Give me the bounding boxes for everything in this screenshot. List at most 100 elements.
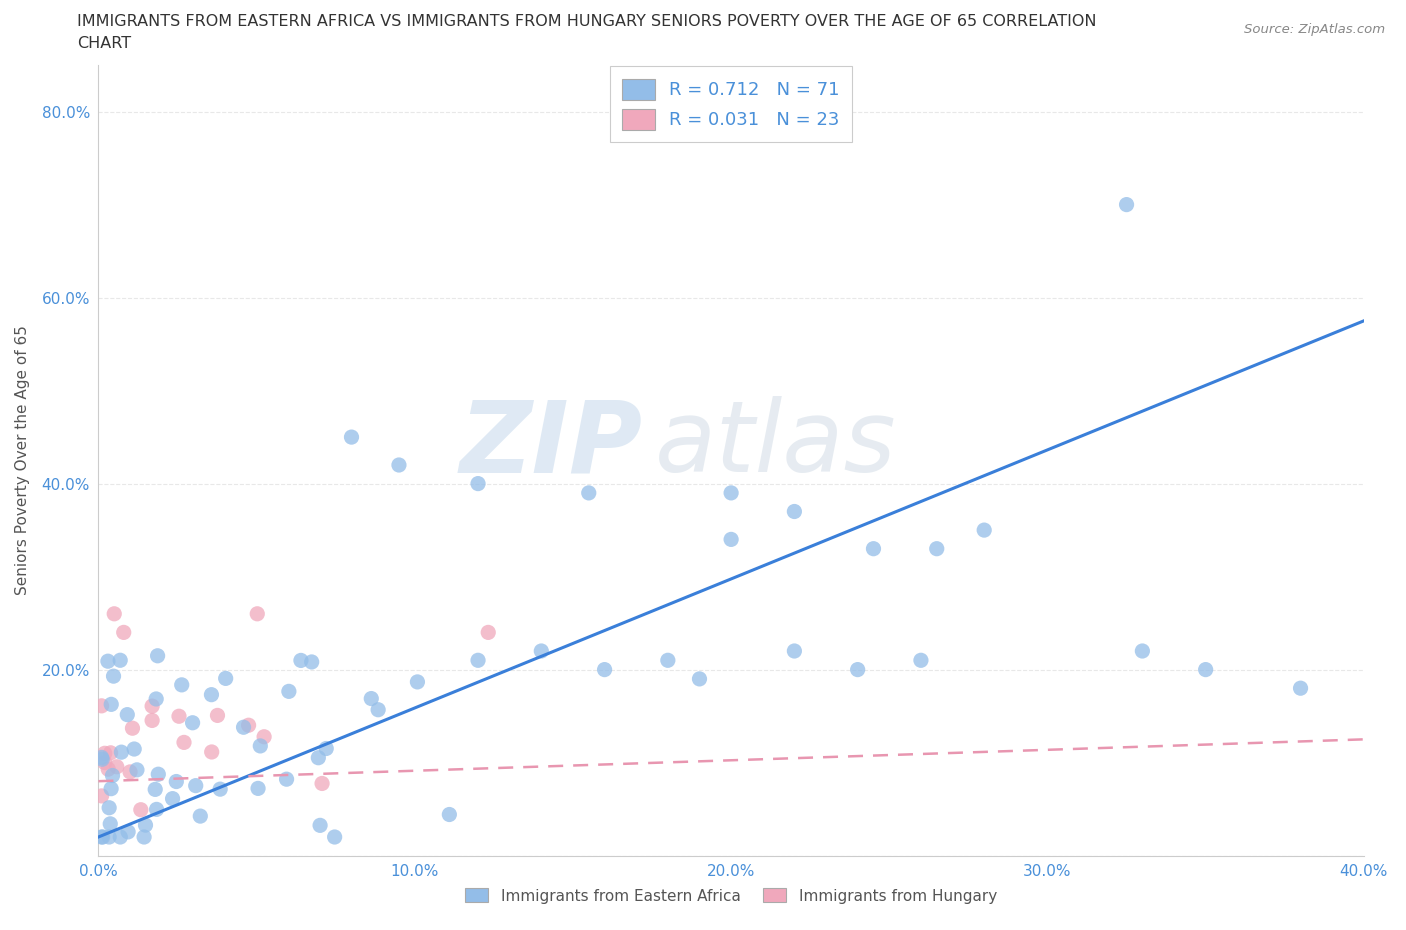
Point — [323, 830, 346, 844]
Point — [307, 751, 329, 765]
Point — [467, 653, 489, 668]
Point — [439, 807, 461, 822]
Point — [973, 523, 995, 538]
Point — [90, 750, 112, 764]
Point — [98, 801, 121, 816]
Point — [90, 830, 112, 844]
Point — [315, 741, 337, 756]
Point — [125, 763, 148, 777]
Point — [91, 830, 114, 844]
Point — [103, 669, 125, 684]
Point — [98, 830, 121, 844]
Text: IMMIGRANTS FROM EASTERN AFRICA VS IMMIGRANTS FROM HUNGARY SENIORS POVERTY OVER T: IMMIGRANTS FROM EASTERN AFRICA VS IMMIGR… — [77, 14, 1097, 29]
Point — [301, 655, 323, 670]
Point — [132, 830, 155, 844]
Point — [108, 653, 131, 668]
Point — [247, 781, 270, 796]
Point — [103, 606, 125, 621]
Point — [184, 778, 207, 793]
Point — [406, 674, 429, 689]
Point — [91, 751, 114, 766]
Point — [593, 662, 616, 677]
Point — [688, 671, 710, 686]
Y-axis label: Seniors Poverty Over the Age of 65: Seniors Poverty Over the Age of 65 — [15, 326, 31, 595]
Text: atlas: atlas — [655, 396, 897, 493]
Point — [167, 709, 190, 724]
Point — [101, 768, 124, 783]
Point — [276, 772, 298, 787]
Point — [98, 817, 121, 831]
Point — [93, 746, 117, 761]
Point — [862, 541, 884, 556]
Point — [1194, 662, 1216, 677]
Point — [97, 762, 120, 777]
Point — [238, 718, 260, 733]
Point — [200, 687, 222, 702]
Point — [121, 721, 143, 736]
Point — [105, 759, 128, 774]
Point — [253, 729, 276, 744]
Point — [143, 782, 166, 797]
Point — [146, 648, 169, 663]
Point — [201, 745, 224, 760]
Point — [148, 767, 170, 782]
Text: CHART: CHART — [77, 36, 131, 51]
Point — [100, 745, 122, 760]
Point — [467, 476, 489, 491]
Point — [100, 697, 122, 711]
Point — [141, 713, 163, 728]
Point — [110, 745, 132, 760]
Point — [207, 708, 229, 723]
Point — [657, 653, 679, 668]
Point — [340, 430, 363, 445]
Text: ZIP: ZIP — [460, 396, 643, 493]
Point — [910, 653, 932, 668]
Legend: Immigrants from Eastern Africa, Immigrants from Hungary: Immigrants from Eastern Africa, Immigran… — [458, 881, 1004, 911]
Point — [93, 755, 117, 770]
Text: Source: ZipAtlas.com: Source: ZipAtlas.com — [1244, 23, 1385, 36]
Point — [90, 698, 112, 713]
Point — [110, 830, 132, 844]
Point — [122, 741, 145, 756]
Point — [277, 684, 299, 698]
Point — [117, 707, 139, 722]
Point — [1130, 644, 1153, 658]
Point — [145, 692, 167, 707]
Point — [112, 625, 135, 640]
Point — [90, 789, 112, 804]
Point — [783, 644, 806, 658]
Point — [129, 803, 152, 817]
Point — [249, 738, 271, 753]
Point — [97, 654, 120, 669]
Point — [367, 702, 389, 717]
Point — [925, 541, 948, 556]
Point — [290, 653, 312, 668]
Point — [181, 715, 204, 730]
Point — [100, 781, 122, 796]
Point — [1289, 681, 1312, 696]
Point — [309, 817, 332, 832]
Point — [134, 817, 156, 832]
Point — [120, 764, 141, 779]
Point — [188, 809, 211, 824]
Point — [360, 691, 382, 706]
Point — [311, 776, 333, 790]
Point — [173, 735, 195, 750]
Point — [477, 625, 499, 640]
Point — [783, 504, 806, 519]
Point — [720, 485, 742, 500]
Point — [720, 532, 742, 547]
Point — [846, 662, 869, 677]
Point — [162, 791, 184, 806]
Point — [170, 677, 193, 692]
Point — [578, 485, 600, 500]
Point — [165, 774, 187, 789]
Point — [530, 644, 553, 658]
Point — [232, 720, 254, 735]
Point — [209, 782, 232, 797]
Point — [141, 698, 163, 713]
Point — [145, 802, 167, 817]
Point — [117, 825, 139, 840]
Point — [1115, 197, 1137, 212]
Point — [215, 671, 238, 685]
